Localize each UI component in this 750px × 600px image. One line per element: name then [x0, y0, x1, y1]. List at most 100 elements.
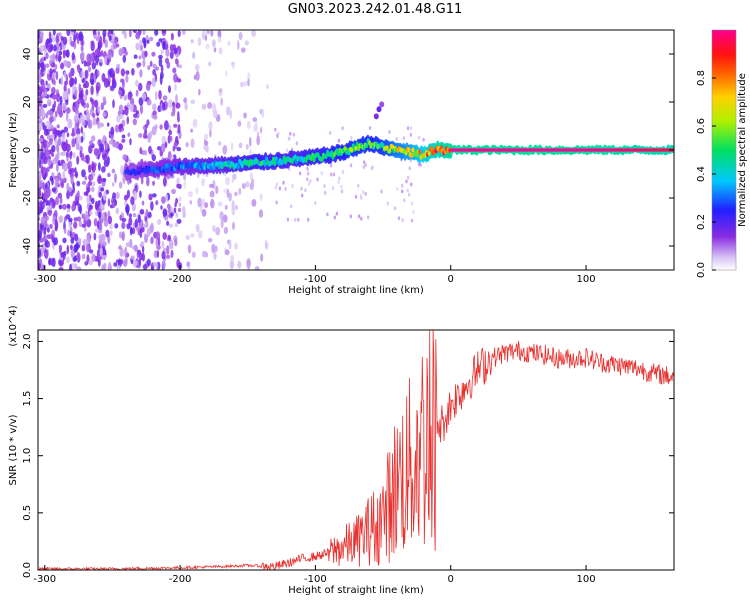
noise-blob [84, 226, 87, 232]
noise-blob [61, 132, 66, 142]
noise-blob [119, 231, 123, 239]
noise-blob [156, 250, 160, 258]
noise-blob [69, 79, 74, 88]
noise-blob [107, 50, 113, 60]
spur-blob [373, 113, 379, 120]
noise-blob [81, 180, 87, 185]
snr-series-line [38, 330, 674, 570]
noise-blob [210, 30, 214, 37]
noise-blob [65, 74, 69, 84]
noise-blob [366, 215, 370, 220]
noise-blob [202, 250, 207, 258]
noise-blob [98, 58, 103, 63]
noise-blob [119, 214, 122, 221]
spur-blob [376, 106, 382, 113]
noise-blob [118, 143, 123, 151]
noise-blob [350, 135, 353, 140]
noise-blob [129, 103, 134, 112]
bottom-x-axis-label: Height of straight line (km) [288, 585, 424, 596]
noise-blob [48, 37, 53, 44]
noise-blob [380, 189, 383, 194]
noise-blob [132, 213, 137, 218]
noise-blob [176, 177, 180, 186]
noise-blob [86, 194, 90, 205]
ridge-core [311, 152, 315, 158]
noise-blob [129, 30, 132, 38]
noise-blob [109, 223, 113, 230]
noise-blob [388, 129, 391, 134]
noise-blob [175, 102, 181, 109]
noise-blob [207, 102, 213, 109]
noise-blob [124, 246, 128, 257]
noise-blob [184, 102, 188, 111]
noise-blob [98, 191, 102, 198]
noise-blob [102, 152, 107, 161]
noise-blob [80, 53, 85, 62]
noise-blob [38, 69, 41, 74]
noise-blob [368, 126, 372, 131]
noise-blob [97, 243, 101, 251]
noise-blob [97, 42, 102, 51]
noise-blob [237, 120, 242, 127]
noise-blob [58, 216, 62, 223]
noise-blob [52, 30, 56, 36]
ridge-core [330, 150, 334, 156]
noise-blob [132, 245, 137, 250]
noise-blob [121, 217, 127, 223]
noise-blob [245, 144, 249, 150]
noise-blob [410, 201, 414, 206]
colorbar-ticks: 0.0 0.2 0.4 0.6 0.8 [696, 70, 716, 278]
noise-blob [258, 209, 264, 218]
noise-blob [247, 78, 250, 87]
noise-blob [77, 98, 82, 105]
noise-blob [289, 131, 292, 136]
noise-blob [169, 44, 174, 53]
noise-blob [182, 206, 186, 214]
noise-blob [177, 207, 182, 213]
noise-blob [38, 72, 42, 83]
noise-blob [232, 221, 235, 230]
noise-blob [58, 50, 63, 56]
noise-blob [54, 178, 59, 188]
noise-blob [63, 126, 69, 133]
noise-blob [167, 203, 171, 210]
noise-blob [79, 150, 83, 158]
noise-blob [174, 58, 179, 65]
noise-blob [60, 252, 65, 258]
noise-blob [155, 262, 159, 269]
x-tick-label: 0 [448, 574, 454, 585]
noise-blob [48, 31, 52, 39]
noise-blob [62, 36, 68, 46]
noise-blob [52, 44, 57, 52]
noise-blob [331, 186, 335, 191]
noise-blob [165, 254, 171, 259]
noise-blob [146, 39, 150, 44]
noise-blob [128, 213, 132, 218]
noise-blob [151, 193, 157, 198]
noise-blob [124, 50, 128, 56]
noise-blob [99, 143, 104, 153]
noise-blob [217, 30, 221, 37]
noise-blob [307, 171, 310, 176]
noise-blob [146, 99, 152, 106]
noise-blob [159, 75, 163, 85]
noise-blob [185, 235, 190, 240]
noise-blob [84, 176, 88, 181]
noise-blob [68, 160, 73, 169]
noise-blob [228, 240, 232, 250]
noise-blob [141, 245, 145, 254]
noise-blob [189, 200, 193, 205]
noise-blob [53, 100, 56, 108]
noise-blob [249, 136, 252, 147]
noise-blob [70, 175, 74, 185]
noise-blob [226, 106, 231, 116]
noise-blob [177, 116, 180, 123]
noise-blob [138, 257, 141, 267]
noise-blob [176, 76, 179, 83]
noise-blob [70, 132, 76, 137]
noise-blob [38, 86, 44, 93]
noise-blob [60, 62, 64, 70]
noise-blob [73, 244, 78, 253]
noise-blob [49, 223, 53, 229]
noise-blob [126, 116, 130, 125]
